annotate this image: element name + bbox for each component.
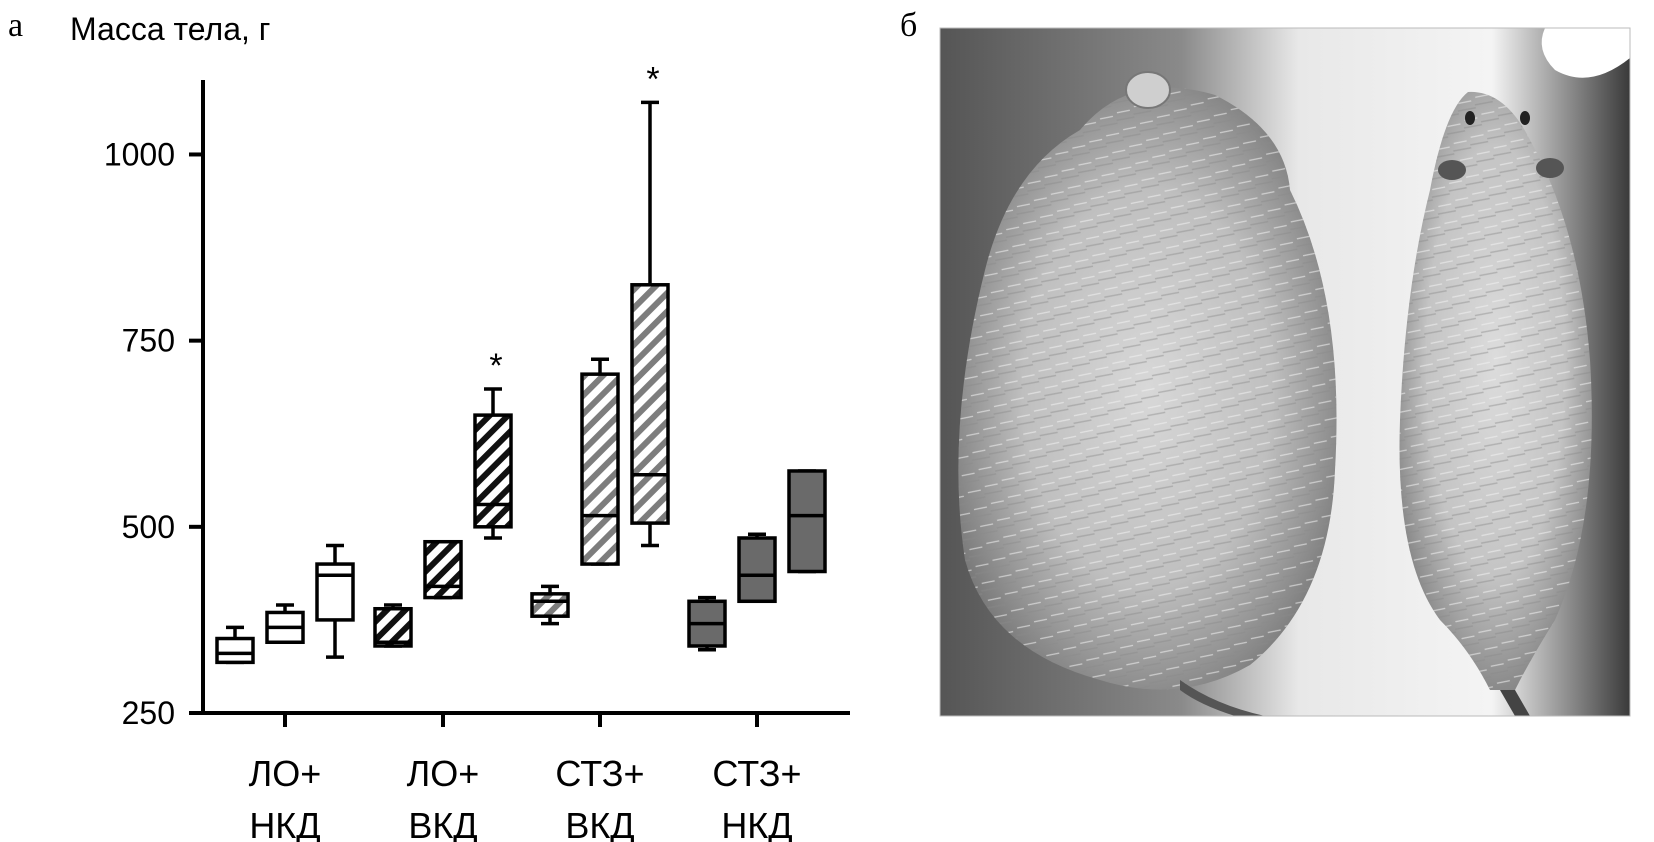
box-1-0 [373,603,413,648]
box-2-0-iqr [530,592,570,618]
box-0-2-iqr [315,562,355,622]
box-2-1 [580,357,620,566]
box-3-2 [787,469,827,574]
panel-label-a: а [8,7,23,44]
box-2-2-iqr [630,283,670,525]
normal-rat-image [1399,91,1592,716]
category-label-2-1: ВКД [565,805,634,842]
y-tick-label-1000: 1000 [104,136,175,172]
panel-label-b: б [900,7,917,44]
box-0-1 [265,603,305,645]
box-2-2: * [630,60,670,548]
box-3-1 [737,532,777,604]
box-1-2-iqr [473,413,513,529]
category-labels: ЛО+ НКД ЛО+ ВКД СТЗ+ ВКД СТЗ+ НКД [249,753,802,842]
obese-rat-image [958,71,1337,716]
box-2-1-iqr [580,372,620,566]
category-label-0-0: ЛО+ [249,753,322,794]
box-1-2: * [473,347,513,540]
box-2-2-significance-star: * [646,60,659,98]
category-label-3-0: СТЗ+ [712,753,801,794]
category-label-1-1: ВКД [408,805,477,842]
category-label-2-0: СТЗ+ [555,753,644,794]
box-0-0 [215,625,255,665]
box-3-0 [687,595,727,652]
box-0-2 [315,543,355,659]
rat-photo [939,27,1631,717]
box-0-0-iqr [215,636,255,665]
box-2-0 [530,584,570,626]
box-3-2-iqr [787,469,827,574]
y-tick-label-750: 750 [122,323,175,359]
box-3-1-iqr [737,536,777,604]
chart-boxes: ** [215,60,827,665]
photo-frame [939,27,1631,717]
y-axis-label: Масса тела, г [70,11,270,47]
category-label-1-0: ЛО+ [407,753,480,794]
box-1-0-iqr [373,606,413,648]
box-1-1 [423,539,463,600]
y-tick-label-500: 500 [122,509,175,545]
box-1-2-significance-star: * [489,347,502,385]
box-1-1-iqr [423,539,463,600]
category-label-3-1: НКД [721,805,792,842]
y-tick-label-250: 250 [122,695,175,731]
photo-corner-notch [1541,28,1630,78]
category-label-0-1: НКД [249,805,320,842]
chart-axes: 250 500 750 1000 [104,80,850,731]
